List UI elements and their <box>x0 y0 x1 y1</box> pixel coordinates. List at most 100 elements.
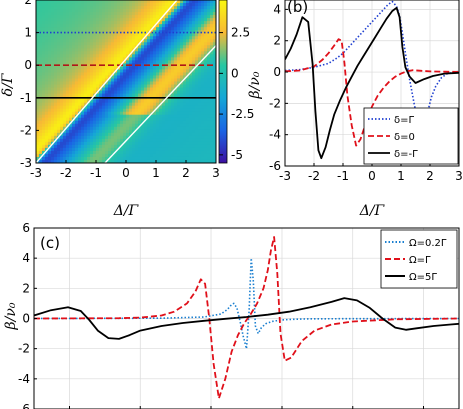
heatmap-cell <box>42 3 46 7</box>
heatmap-cell <box>201 108 205 113</box>
heatmap-cell <box>156 60 160 64</box>
heatmap-cell <box>135 0 139 4</box>
heatmap-cell <box>168 24 172 28</box>
heatmap-cell <box>36 66 40 71</box>
heatmap-cell <box>204 117 208 122</box>
heatmap-cell <box>186 6 190 10</box>
heatmap-cell <box>171 60 175 64</box>
heatmap-cell <box>144 21 148 25</box>
heatmap-cell <box>69 30 73 34</box>
heatmap-cell <box>198 93 202 98</box>
heatmap-cell <box>180 102 184 107</box>
heatmap-cell <box>183 129 187 134</box>
heatmap-cell <box>96 93 100 98</box>
heatmap-cell <box>90 105 94 110</box>
heatmap-cell <box>75 33 79 37</box>
panel-b-series <box>285 0 459 160</box>
heatmap-cell <box>51 123 55 128</box>
heatmap-cell <box>180 57 184 61</box>
heatmap-cell <box>48 0 52 4</box>
heatmap-cell <box>45 93 49 98</box>
heatmap-cell <box>210 105 214 110</box>
heatmap-cell <box>42 111 46 116</box>
heatmap-cell <box>48 45 52 49</box>
heatmap-cell <box>201 6 205 10</box>
heatmap-cell <box>204 147 208 152</box>
heatmap-cell <box>174 18 178 22</box>
heatmap-cell <box>39 102 43 107</box>
heatmap-cell <box>105 132 109 137</box>
heatmap-cell <box>150 54 154 58</box>
heatmap-cell <box>93 72 97 77</box>
heatmap-cell <box>159 27 163 31</box>
heatmap-cell <box>93 18 97 22</box>
heatmap-cell <box>144 18 148 22</box>
heatmap-cell <box>48 54 52 58</box>
heatmap-cell <box>210 120 214 125</box>
heatmap-cell <box>108 36 112 40</box>
heatmap-cell <box>39 141 43 146</box>
heatmap-cell <box>78 90 82 95</box>
heatmap-cell <box>51 159 55 163</box>
heatmap-cell <box>150 0 154 4</box>
heatmap-cell <box>159 51 163 55</box>
heatmap-cell <box>48 24 52 28</box>
heatmap-cell <box>129 81 133 86</box>
heatmap-cell <box>108 9 112 13</box>
heatmap-cell <box>192 54 196 58</box>
heatmap-cell <box>72 45 76 49</box>
heatmap-cell <box>75 42 79 46</box>
heatmap-cell <box>180 105 184 110</box>
heatmap-cell <box>210 0 214 4</box>
heatmap-cell <box>141 24 145 28</box>
heatmap-cell <box>63 123 67 128</box>
heatmap-cell <box>51 9 55 13</box>
heatmap-cell <box>156 159 160 163</box>
heatmap-cell <box>102 138 106 143</box>
heatmap-cell <box>84 39 88 43</box>
heatmap-cell <box>96 135 100 140</box>
heatmap-cell <box>114 60 118 64</box>
heatmap-cell <box>195 147 199 152</box>
heatmap-cell <box>111 33 115 37</box>
heatmap-cell <box>96 51 100 55</box>
heatmap-cell <box>189 51 193 55</box>
heatmap-cell <box>207 72 211 77</box>
heatmap-cell <box>54 159 58 163</box>
heatmap-cell <box>108 81 112 86</box>
heatmap-cell <box>102 84 106 89</box>
heatmap-cell <box>72 15 76 19</box>
heatmap-cell <box>144 147 148 152</box>
heatmap-cell <box>129 39 133 43</box>
heatmap-cell <box>36 72 40 77</box>
heatmap-cell <box>171 39 175 43</box>
heatmap-cell <box>174 3 178 7</box>
heatmap-cell <box>150 69 154 74</box>
heatmap-cell <box>93 78 97 83</box>
heatmap-cell <box>87 123 91 128</box>
heatmap-cell <box>198 54 202 58</box>
heatmap-cell <box>84 159 88 163</box>
heatmap-cell <box>201 120 205 125</box>
heatmap-cell <box>204 132 208 137</box>
heatmap-cell <box>81 87 85 92</box>
heatmap-cell <box>213 75 216 80</box>
heatmap-cell <box>51 111 55 116</box>
heatmap-cell <box>102 48 106 52</box>
heatmap-cell <box>162 54 166 58</box>
heatmap-cell <box>207 120 211 125</box>
heatmap-cell <box>129 99 133 104</box>
heatmap-cell <box>66 69 70 74</box>
heatmap-cell <box>159 36 163 40</box>
heatmap-cell <box>75 51 79 55</box>
heatmap-cell <box>84 153 88 158</box>
heatmap-cell <box>105 9 109 13</box>
heatmap-cell <box>135 90 139 95</box>
heatmap-cell <box>162 9 166 13</box>
heatmap-cell <box>147 102 151 107</box>
heatmap-cell <box>36 27 40 31</box>
heatmap-cell <box>183 78 187 83</box>
heatmap-cell <box>114 105 118 110</box>
heatmap-cell <box>204 51 208 55</box>
